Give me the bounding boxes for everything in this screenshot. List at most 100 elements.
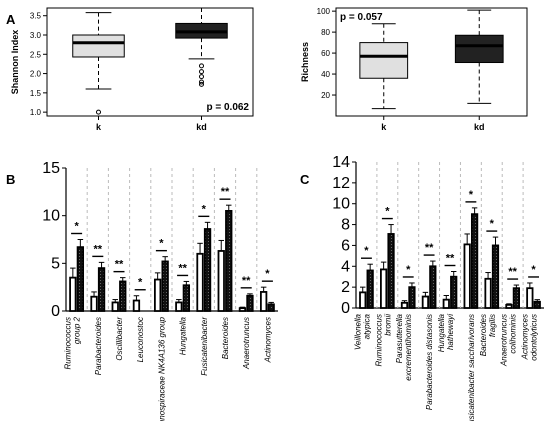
x-tick-label: k	[381, 122, 387, 132]
category-label-line: atypica	[362, 313, 371, 339]
category-label-line: group 2	[73, 316, 82, 344]
p-value: p = 0.057	[340, 12, 383, 23]
category-label-line: Ruminococcus	[374, 314, 383, 366]
bar-k	[132, 299, 141, 312]
y-axis-label: Richness	[300, 42, 310, 82]
category-label-line: Ruminococcus	[64, 317, 73, 369]
category-label: Fusicatenibacter saccharivorans	[467, 314, 476, 421]
category-label-line: colihominis	[509, 314, 518, 354]
y-tick-label: 15	[42, 160, 60, 177]
y-tick-label: 20	[321, 91, 330, 100]
bar-kd	[450, 275, 458, 309]
category-label: Parabacteroides distasonis	[425, 314, 434, 410]
bar-kd	[429, 265, 437, 309]
y-tick-label: 5	[51, 255, 60, 272]
category-label-line: Anaerotruncus	[500, 314, 509, 367]
bar-kd	[387, 233, 395, 309]
y-tick-label: 4	[341, 258, 350, 275]
bar-k	[69, 276, 77, 312]
bar-k	[421, 295, 430, 309]
category-label: Bacteroidesfragilis	[479, 314, 497, 356]
category-label: Bacteroides	[221, 317, 230, 359]
bar-k	[175, 301, 183, 312]
significance-marker: *	[265, 268, 270, 280]
y-tick-label: 0	[341, 300, 350, 317]
bar-k	[111, 301, 119, 312]
bar-kd	[470, 213, 479, 309]
richness-boxplot: 20 40 60 80 100 Richness k kd p = 0.057	[300, 7, 528, 132]
y-tick-label: 2.5	[30, 50, 42, 59]
bar-k	[153, 278, 162, 312]
shannon-boxplot: 1.0 1.5 2.0 2.5 3.0 3.5 Shannon Index k kd p = 0.…	[10, 7, 254, 132]
bar-k	[526, 287, 534, 309]
box-k	[72, 34, 125, 58]
category-label: Actinomyces	[263, 317, 272, 363]
category-label: Parasutterellaexcrementihominis	[395, 313, 413, 380]
significance-marker: **	[242, 275, 251, 287]
significance-marker: **	[508, 266, 517, 278]
bar-k	[238, 307, 247, 312]
category-label: Anaerotruncuscolihominis	[500, 314, 518, 367]
y-axis-label: Shannon Index	[10, 30, 20, 95]
bar-kd	[76, 246, 85, 312]
category-label: Ruminococcusgroup 2	[64, 316, 82, 369]
category-label-line: fragilis	[488, 314, 497, 337]
category-label-line: bromii	[383, 314, 392, 336]
category-label-line: Bacteroides	[479, 314, 488, 356]
significance-marker: *	[159, 238, 164, 250]
y-tick-label: 12	[332, 175, 350, 192]
category-label: Fusicatenibacter	[200, 317, 209, 376]
bar-k	[505, 303, 513, 309]
species-bar-chart: 0 2 4 6 8 10 12 14 * Veillonellaatypica * Ruminococ…	[332, 154, 544, 421]
y-tick-label: 10	[332, 196, 350, 213]
x-tick-label: kd	[474, 122, 485, 132]
y-tick-label: 40	[321, 70, 330, 79]
bar-kd	[203, 228, 212, 312]
bar-kd	[491, 244, 500, 309]
y-tick-label: 80	[321, 28, 330, 37]
outlier-point	[199, 74, 204, 80]
outlier-point	[199, 63, 204, 69]
bar-kd	[366, 269, 374, 309]
category-label: Hungatellahathewayi	[437, 313, 455, 352]
category-label: Actinomycesodontolyticus	[521, 314, 539, 361]
significance-marker: *	[74, 221, 79, 233]
bar-k	[359, 291, 367, 309]
panel-label-a: A	[6, 12, 16, 27]
outlier-point	[199, 81, 204, 87]
category-label: Ruminococcusbromii	[374, 314, 392, 367]
category-label-line: excrementihominis	[404, 314, 413, 381]
y-tick-label: 14	[332, 154, 350, 171]
y-tick-label: 1.5	[30, 89, 42, 98]
category-label: Lachnospiraceae NK4A136 group	[157, 316, 166, 421]
category-label-line: Actinomyces	[521, 314, 530, 360]
bar-kd	[533, 300, 541, 309]
significance-marker: *	[490, 218, 495, 230]
significance-marker: *	[531, 264, 536, 276]
y-tick-label: 6	[341, 237, 350, 254]
category-label-line: Veillonella	[353, 313, 362, 350]
bar-kd	[119, 280, 127, 312]
panel-label-c: C	[300, 172, 310, 187]
category-label: Leuconostoc	[136, 317, 145, 362]
category-label: Veillonellaatypica	[353, 313, 371, 350]
significance-marker: **	[425, 242, 434, 254]
significance-marker: **	[221, 186, 230, 198]
significance-marker: **	[178, 262, 187, 274]
bar-kd	[267, 303, 275, 312]
significance-marker: **	[94, 243, 103, 255]
outlier-point	[96, 109, 101, 115]
bar-k	[400, 301, 409, 309]
y-tick-label: 1.0	[30, 108, 42, 117]
bar-k	[442, 298, 450, 309]
significance-marker: *	[406, 264, 411, 276]
bar-k	[380, 268, 388, 309]
x-tick-label: k	[96, 122, 102, 132]
bar-k	[259, 291, 268, 312]
significance-marker: *	[364, 245, 369, 257]
significance-marker: **	[446, 253, 455, 265]
significance-marker: *	[469, 189, 474, 201]
box-k	[359, 42, 409, 79]
